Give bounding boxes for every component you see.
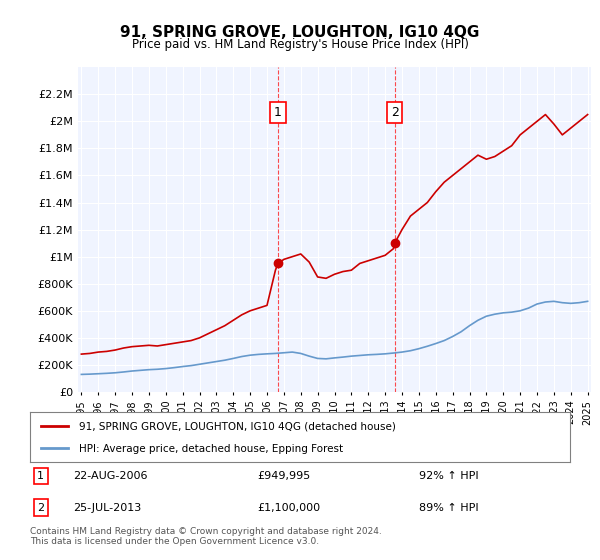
- Text: 92% ↑ HPI: 92% ↑ HPI: [419, 471, 478, 481]
- Text: 1: 1: [37, 471, 44, 481]
- Text: £1,100,000: £1,100,000: [257, 502, 320, 512]
- Text: 89% ↑ HPI: 89% ↑ HPI: [419, 502, 478, 512]
- Text: 2: 2: [37, 502, 44, 512]
- Text: 22-AUG-2006: 22-AUG-2006: [73, 471, 148, 481]
- Text: £949,995: £949,995: [257, 471, 310, 481]
- Text: Price paid vs. HM Land Registry's House Price Index (HPI): Price paid vs. HM Land Registry's House …: [131, 38, 469, 51]
- Text: 91, SPRING GROVE, LOUGHTON, IG10 4QG (detached house): 91, SPRING GROVE, LOUGHTON, IG10 4QG (de…: [79, 422, 395, 432]
- Text: 91, SPRING GROVE, LOUGHTON, IG10 4QG: 91, SPRING GROVE, LOUGHTON, IG10 4QG: [121, 25, 479, 40]
- Text: Contains HM Land Registry data © Crown copyright and database right 2024.
This d: Contains HM Land Registry data © Crown c…: [30, 526, 382, 546]
- Text: 25-JUL-2013: 25-JUL-2013: [73, 502, 142, 512]
- Text: HPI: Average price, detached house, Epping Forest: HPI: Average price, detached house, Eppi…: [79, 444, 343, 454]
- Text: 2: 2: [391, 106, 398, 119]
- Text: 1: 1: [274, 106, 282, 119]
